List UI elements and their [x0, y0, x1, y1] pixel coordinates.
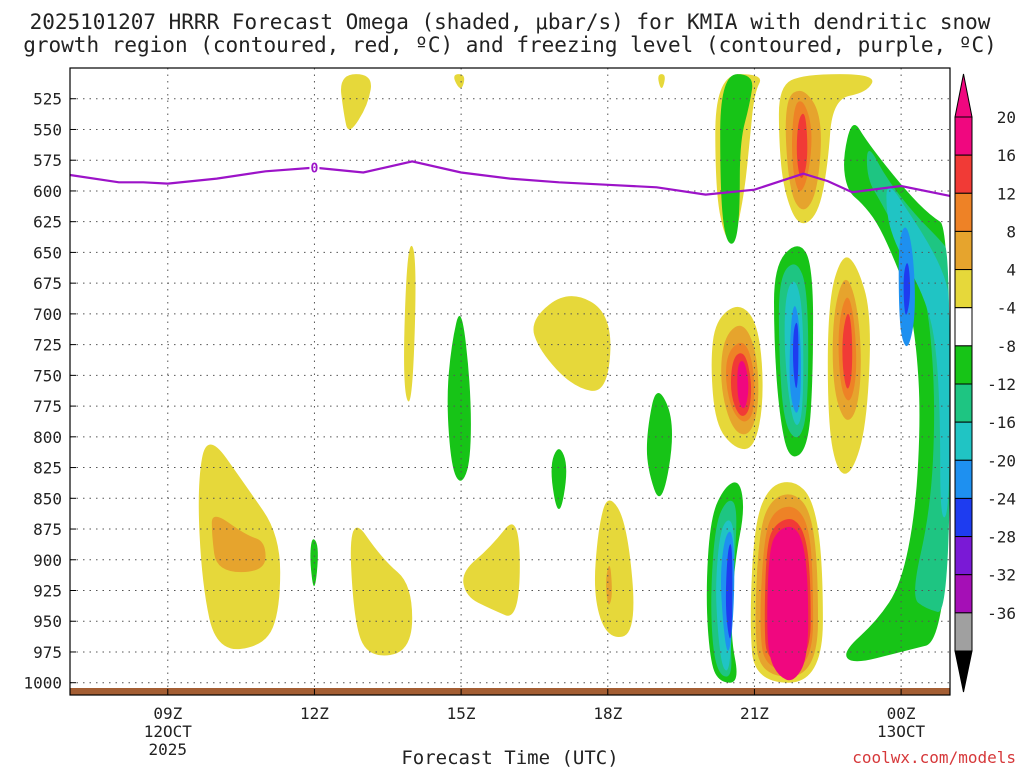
freezing-level-label: 0: [311, 162, 319, 177]
x-axis-label: Forecast Time (UTC): [401, 747, 618, 768]
y-tick-label-675: 675: [33, 274, 62, 293]
omega-region--16-37: [886, 187, 950, 518]
y-tick-label-700: 700: [33, 305, 62, 324]
colorbar-label--32: -32: [987, 566, 1016, 585]
colorbar-swatch-6: [954, 345, 973, 385]
omega-region-4-3: [404, 245, 416, 402]
omega-region-20-49: [767, 526, 809, 681]
omega-region--24-30: [792, 322, 799, 389]
colorbar-swatch-2: [954, 192, 973, 232]
y-tick-label-575: 575: [33, 151, 62, 170]
y-tick-label-825: 825: [33, 459, 62, 478]
freezing-level-contour: 0: [69, 159, 951, 197]
x-tick-sublabel-13OCT: 13OCT: [877, 722, 926, 741]
y-tick-label-775: 775: [33, 397, 62, 416]
y-axis-ticks: 525 550 575 600 625 650 675 700 725 750 775 800 825 8…: [23, 90, 76, 693]
colorbar-swatch-3: [954, 230, 973, 271]
y-tick-label-550: 550: [33, 120, 62, 139]
colorbar-swatch-1: [954, 154, 973, 194]
y-tick-label-800: 800: [33, 428, 62, 447]
ground-strip: [70, 688, 950, 695]
omega-region-20-25: [737, 360, 749, 409]
omega-region--24-44: [725, 544, 733, 639]
y-tick-label-950: 950: [33, 612, 62, 631]
omega-region--8-12: [447, 315, 471, 481]
omega-region--24-39: [903, 263, 911, 315]
colorbar-swatch-7: [954, 383, 973, 423]
y-tick-label-600: 600: [33, 182, 62, 201]
omega-region-4-7: [350, 527, 413, 656]
y-tick-label-725: 725: [33, 336, 62, 355]
y-tick-label-900: 900: [33, 551, 62, 570]
freezing-level-line: [69, 160, 951, 197]
x-tick-sublabel-2025: 2025: [149, 740, 188, 759]
omega-shading: [198, 74, 950, 683]
x-tick-label-00Z: 00Z: [887, 704, 916, 723]
colorbar-label--4: -4: [997, 299, 1016, 318]
omega-region-4-4: [533, 296, 611, 391]
y-tick-label-525: 525: [33, 90, 62, 109]
omega-region--8-16: [720, 74, 753, 244]
x-tick-label-09Z: 09Z: [153, 704, 182, 723]
omega-region-4-8: [463, 524, 520, 616]
colorbar-swatch-0: [954, 116, 973, 156]
colorbar-label--36: -36: [987, 604, 1016, 623]
omega-region--8-14: [646, 392, 673, 497]
colorbar-swatch-4: [954, 269, 973, 309]
x-tick-label-18Z: 18Z: [593, 704, 622, 723]
colorbar-label--12: -12: [987, 375, 1016, 394]
colorbar-label--28: -28: [987, 528, 1016, 547]
omega-region--8-13: [551, 449, 567, 510]
colorbar-swatch-13: [954, 612, 973, 652]
colorbar-label-8: 8: [1006, 222, 1016, 241]
omega-region-8-6: [211, 516, 266, 573]
chart-title-line2: growth region (contoured, red, ºC) and f…: [23, 33, 997, 57]
colorbar-swatch-12: [954, 574, 973, 614]
credit-link[interactable]: coolwx.com/models: [852, 748, 1016, 767]
colorbar-label-4: 4: [1006, 261, 1016, 280]
colorbar-swatch-11: [954, 536, 973, 576]
colorbar-swatch-9: [954, 459, 973, 499]
colorbar-swatch-8: [954, 421, 973, 461]
y-tick-label-1000: 1000: [23, 674, 62, 693]
x-tick-label-15Z: 15Z: [447, 704, 476, 723]
colorbar: 20 16 12 8 4 -4 -8 -12 -16 -20 -24 -28 -32 -36: [954, 73, 1016, 693]
colorbar-swatch-5: [954, 307, 973, 347]
colorbar-label--24: -24: [987, 489, 1016, 508]
y-tick-label-850: 850: [33, 489, 62, 508]
omega-region-16-34: [842, 313, 853, 389]
y-tick-label-750: 750: [33, 366, 62, 385]
colorbar-label--20: -20: [987, 451, 1016, 470]
y-tick-label-625: 625: [33, 213, 62, 232]
colorbar-label-20: 20: [997, 108, 1016, 127]
colorbar-swatch-10: [954, 497, 973, 538]
x-tick-label-12Z: 12Z: [300, 704, 329, 723]
omega-region-4-1: [454, 74, 465, 88]
omega-region-4-2: [658, 74, 665, 88]
plot-frame: [69, 67, 951, 696]
x-tick-label-21Z: 21Z: [740, 704, 769, 723]
colorbar-bottom-arrow: [954, 650, 973, 693]
colorbar-label--8: -8: [997, 337, 1016, 356]
colorbar-label-12: 12: [997, 184, 1016, 203]
chart-title-line1: 2025101207 HRRR Forecast Omega (shaded, …: [30, 10, 991, 34]
y-tick-label-975: 975: [33, 643, 62, 662]
y-tick-label-875: 875: [33, 520, 62, 539]
x-tick-sublabel-12OCT: 12OCT: [144, 722, 193, 741]
freezing-label-bg: [309, 159, 320, 175]
colorbar-label--16: -16: [987, 413, 1016, 432]
colorbar-top-arrow: [954, 73, 973, 118]
omega-region-4-0: [341, 74, 371, 130]
omega-region-4-9: [594, 500, 634, 637]
y-tick-label-650: 650: [33, 243, 62, 262]
colorbar-label-16: 16: [997, 146, 1016, 165]
y-tick-label-925: 925: [33, 582, 62, 601]
ground-strip-fill: [70, 688, 950, 695]
